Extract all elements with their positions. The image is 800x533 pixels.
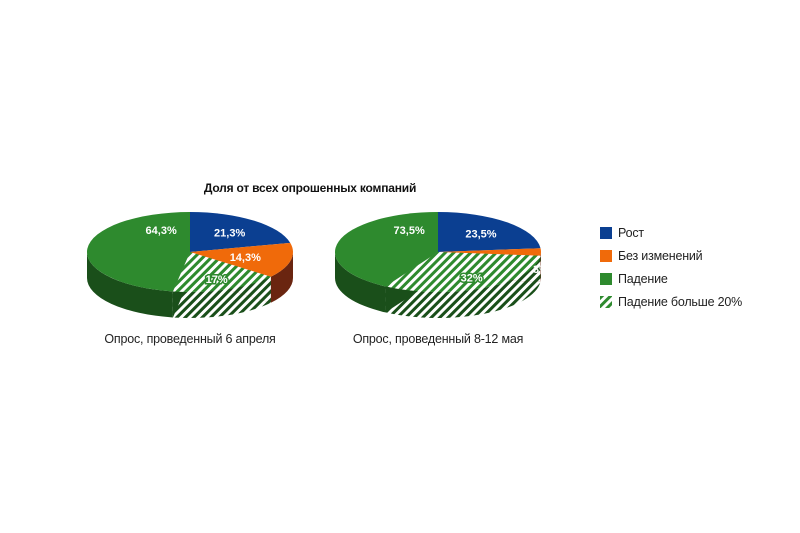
legend-swatch-rost bbox=[600, 226, 612, 239]
side-padenie bbox=[335, 252, 386, 313]
legend-label-padenie: Падение bbox=[618, 271, 668, 286]
legend-item-bez: Без изменений bbox=[600, 244, 742, 267]
legend-item-padenie20: Падение больше 20% bbox=[600, 290, 742, 313]
legend-item-padenie: Падение bbox=[600, 267, 742, 290]
caption-april: Опрос, проведенный 6 апреля bbox=[104, 332, 276, 346]
side-padenie20 bbox=[385, 255, 541, 319]
legend-swatch-padenie20 bbox=[600, 295, 612, 308]
chart-title: Доля от всех опрошенных компаний bbox=[203, 181, 417, 195]
slice-padenie20 bbox=[385, 252, 541, 293]
label-bez: 3% bbox=[533, 264, 549, 276]
legend-label-bez: Без изменений bbox=[618, 248, 703, 263]
label-padenie20: 17% bbox=[206, 274, 228, 286]
slice-rost bbox=[190, 212, 291, 252]
slice-padenie bbox=[86, 212, 190, 292]
slice-bez bbox=[438, 248, 541, 256]
label-rost: 23,5% bbox=[465, 229, 496, 241]
label-rost: 21,3% bbox=[214, 228, 245, 240]
legend-label-padenie20: Падение больше 20% bbox=[618, 294, 743, 309]
label-padenie: 73,5% bbox=[394, 225, 425, 237]
caption-may: Опрос, проведенный 8-12 мая bbox=[352, 332, 524, 346]
pie-april: 21,3% 14,3%17% 64,3% bbox=[86, 212, 293, 318]
slice-rost bbox=[438, 211, 541, 252]
side-bez bbox=[270, 252, 293, 303]
slice-padenie bbox=[335, 212, 438, 287]
label-bez: 14,3% bbox=[230, 252, 261, 264]
side-padenie bbox=[87, 252, 173, 318]
slice-bez bbox=[190, 242, 293, 277]
legend-label-rost: Рост bbox=[618, 225, 644, 240]
slice-padenie20 bbox=[172, 252, 271, 293]
label-padenie: 64,3% bbox=[146, 225, 177, 237]
label-padenie20: 32% bbox=[461, 273, 483, 285]
legend-swatch-padenie bbox=[600, 272, 612, 285]
legend-swatch-bez bbox=[600, 249, 612, 262]
pie-may: 23,5% 3% 32% 73,5% bbox=[335, 211, 549, 319]
legend-item-rost: Рост bbox=[600, 221, 742, 244]
legend: Рост Без изменений Падение Падение больш… bbox=[600, 221, 742, 313]
